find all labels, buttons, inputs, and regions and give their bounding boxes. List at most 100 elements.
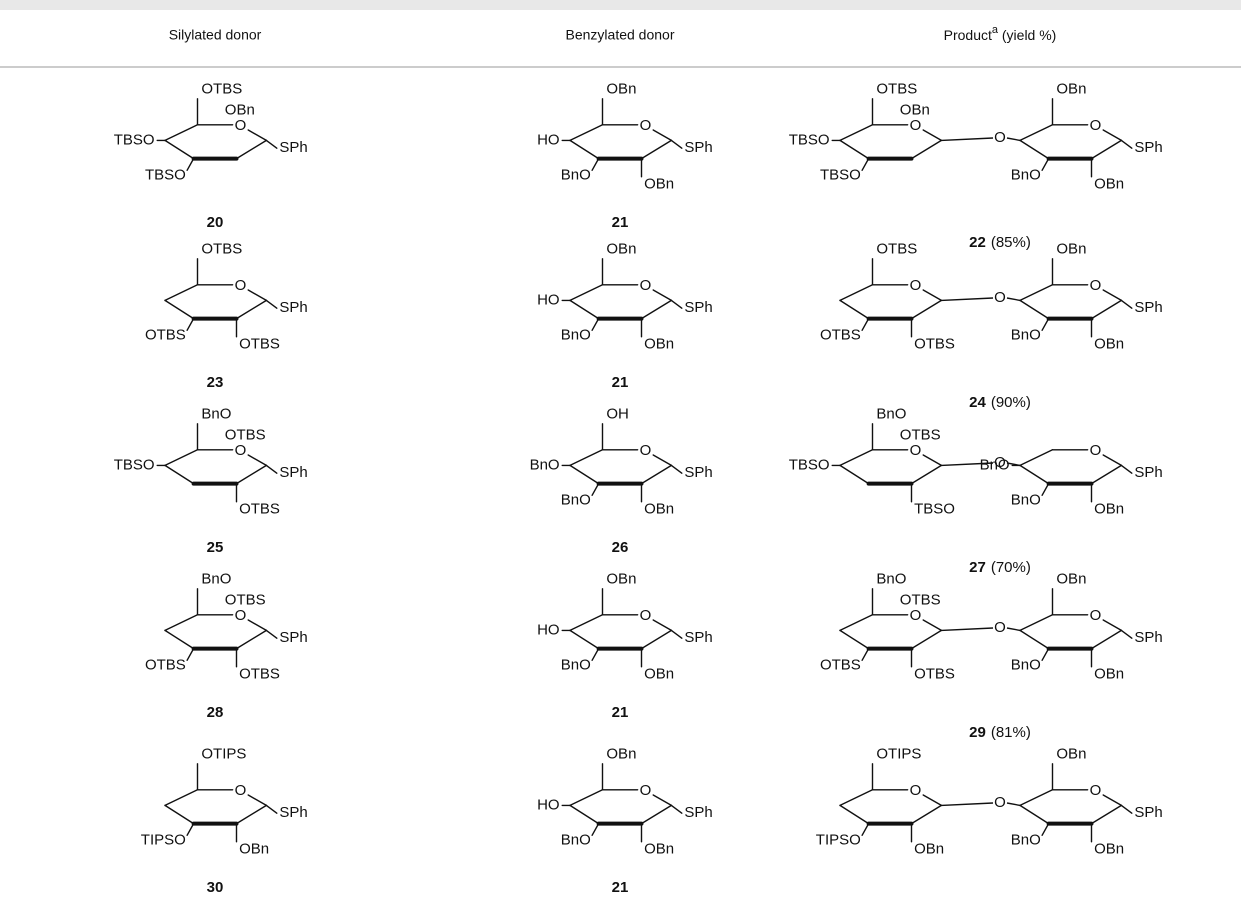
substituent: OTBS: [239, 336, 280, 353]
compound-number: 21: [612, 214, 629, 231]
bond: [839, 464, 870, 485]
substituent: HO: [537, 291, 560, 308]
ring-oxygen: O: [640, 442, 652, 459]
yield: (90%): [991, 394, 1031, 411]
substituent: BnO: [201, 406, 231, 423]
bond: [591, 317, 600, 331]
substituent: BnO: [1011, 326, 1041, 343]
bond: [164, 464, 195, 485]
substituent: SPh: [1134, 139, 1162, 156]
compound-number: 22: [969, 234, 986, 251]
bond: [1019, 464, 1050, 485]
bond: [839, 449, 874, 467]
bond: [186, 822, 195, 836]
header-product-main: Product: [944, 27, 992, 43]
substituent: OTBS: [239, 666, 280, 683]
bond: [569, 614, 604, 632]
header-silylated: Silylated donor: [169, 27, 262, 43]
bond: [941, 627, 994, 632]
bond: [922, 454, 943, 467]
bond: [910, 464, 943, 485]
substituent: OBn: [644, 666, 674, 683]
bond: [652, 794, 673, 807]
bond: [670, 299, 683, 309]
bond: [1041, 822, 1050, 836]
substituent: OBn: [644, 336, 674, 353]
bond: [164, 284, 199, 302]
bond: [265, 629, 278, 639]
substituent: BnO: [1011, 166, 1041, 183]
substituent: SPh: [279, 139, 307, 156]
bond: [922, 289, 943, 302]
substituent: OTBS: [145, 326, 186, 343]
bond: [1102, 289, 1123, 302]
bond: [164, 124, 199, 142]
substituent: BnO: [1011, 491, 1041, 508]
compound-number: 20: [207, 214, 224, 231]
substituent: OBn: [1056, 81, 1086, 98]
bond: [839, 804, 870, 825]
bond: [247, 289, 268, 302]
bond: [670, 804, 683, 814]
compound-number: 21: [612, 879, 629, 893]
bond: [670, 139, 683, 149]
ring-oxygen: O: [640, 277, 652, 294]
bond: [1120, 464, 1133, 474]
bond: [861, 317, 870, 331]
bond: [910, 299, 943, 320]
substituent: SPh: [684, 629, 712, 646]
ring-oxygen: O: [910, 277, 922, 294]
bond: [1006, 802, 1021, 807]
substituent: OBn: [644, 501, 674, 518]
substituent: BnO: [530, 456, 560, 473]
bond: [1090, 629, 1123, 650]
substituent: OTBS: [914, 666, 955, 683]
bond: [164, 139, 195, 160]
bond: [164, 629, 195, 650]
bond: [1041, 157, 1050, 172]
substituent: BnO: [201, 571, 231, 588]
bond: [839, 789, 874, 807]
bond: [1019, 789, 1054, 807]
bond: [1019, 299, 1050, 320]
linking-oxygen: O: [994, 454, 1006, 471]
bond: [569, 464, 600, 485]
substituent: OBn: [644, 841, 674, 858]
bond: [164, 789, 199, 807]
bond: [1006, 627, 1021, 632]
substituent: OTBS: [145, 656, 186, 673]
substituent: OTBS: [239, 501, 280, 518]
bond: [1102, 454, 1123, 467]
header-product: Producta (yield %): [944, 24, 1057, 43]
substituent: HO: [537, 131, 560, 148]
ring-oxygen: O: [640, 607, 652, 624]
substituent: BnO: [561, 326, 591, 343]
bond: [941, 802, 994, 807]
substituent: TIPSO: [816, 831, 861, 848]
bond: [861, 822, 870, 836]
substituent: OTBS: [876, 81, 917, 98]
substituent: SPh: [279, 299, 307, 316]
substituent: OTBS: [225, 591, 266, 608]
substituent: TIPSO: [141, 831, 186, 848]
substituent: OBn: [1094, 336, 1124, 353]
bond: [1041, 647, 1050, 661]
ring-oxygen: O: [910, 607, 922, 624]
substituent: OTBS: [914, 336, 955, 353]
substituent: SPh: [684, 464, 712, 481]
substituent: SPh: [684, 139, 712, 156]
linking-oxygen: O: [994, 289, 1006, 306]
bond: [265, 464, 278, 474]
bond: [670, 464, 683, 474]
bond: [247, 129, 268, 142]
ring-oxygen: O: [910, 442, 922, 459]
bond: [1102, 619, 1123, 632]
header-benzylated: Benzylated donor: [566, 27, 675, 43]
bond: [1090, 804, 1123, 825]
substituent: OTBS: [876, 241, 917, 258]
substituent: OH: [606, 406, 629, 423]
substituent: BnO: [561, 656, 591, 673]
bond: [1006, 137, 1021, 142]
compound-number: 28: [207, 704, 224, 721]
